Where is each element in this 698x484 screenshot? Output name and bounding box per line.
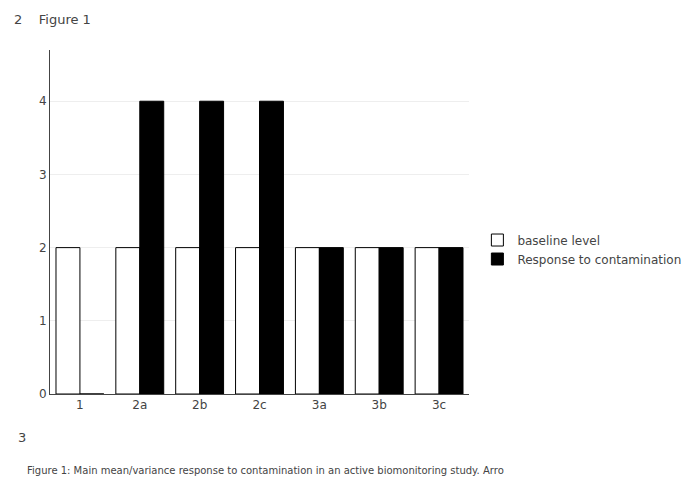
svg-text:2 Figure 1: 2 Figure 1	[14, 12, 91, 27]
svg-text:3a: 3a	[312, 398, 327, 412]
svg-text:3: 3	[39, 168, 47, 182]
svg-text:4: 4	[39, 94, 47, 108]
svg-text:1: 1	[76, 398, 84, 412]
svg-text:2a: 2a	[132, 398, 147, 412]
svg-text:1: 1	[39, 314, 47, 328]
svg-text:baseline level: baseline level	[517, 234, 600, 248]
svg-text:0: 0	[39, 387, 47, 401]
svg-text:2b: 2b	[192, 398, 207, 412]
svg-text:2: 2	[39, 241, 47, 255]
svg-text:3b: 3b	[372, 398, 387, 412]
svg-text:3c: 3c	[432, 398, 446, 412]
svg-text:Response to contamination: Response to contamination	[517, 253, 681, 267]
svg-text:2c: 2c	[252, 398, 266, 412]
svg-text:Figure 1: Main mean/variance r: Figure 1: Main mean/variance response to…	[27, 465, 504, 476]
svg-text:3: 3	[18, 430, 26, 445]
